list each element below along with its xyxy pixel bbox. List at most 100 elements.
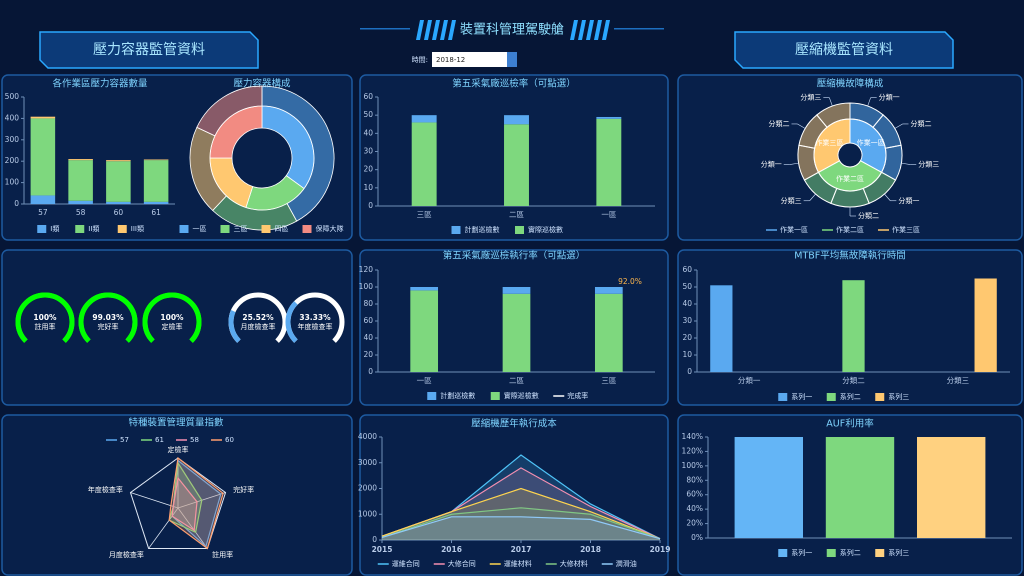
- gauge-label: 定檢率: [162, 322, 183, 331]
- y-tick-label: 0: [368, 367, 373, 376]
- calendar-button[interactable]: [507, 52, 517, 67]
- legend-swatch: [75, 225, 85, 233]
- x-tick-label: 2019: [650, 545, 671, 554]
- radar-axis: [177, 507, 208, 549]
- bar: [30, 116, 56, 119]
- x-tick-label: 61: [151, 208, 161, 217]
- y-tick-label: 500: [5, 92, 20, 101]
- legend-swatch: [220, 225, 230, 233]
- radar-area: [171, 476, 198, 532]
- x-tick-label: 二區: [509, 210, 524, 219]
- y-tick-label: 40: [682, 299, 692, 308]
- y-tick-label: 60: [363, 92, 373, 101]
- legend-label: 計劃巡檢數: [440, 391, 475, 400]
- bar: [596, 118, 622, 206]
- legend-label: 四區: [275, 225, 289, 233]
- chart-title: 第五采氣廠巡檢執行率（可點選）: [443, 250, 586, 262]
- legend-label: 系列二: [840, 548, 861, 557]
- bar: [410, 287, 439, 291]
- chart-title: AUF利用率: [826, 418, 874, 430]
- bar: [30, 195, 56, 204]
- page-title: 裝置科管理駕駛艙: [460, 23, 564, 38]
- outer-label: 分類三: [800, 93, 821, 102]
- line: [381, 516, 661, 540]
- legend-label: 61: [155, 436, 164, 444]
- y-tick-label: 50: [682, 282, 692, 291]
- bar: [842, 280, 865, 372]
- indicator-label: 定檢率: [168, 445, 189, 454]
- gauge-value-label: 100%: [160, 313, 184, 322]
- legend-swatch: [778, 549, 788, 557]
- outer-label: 分類一: [898, 196, 919, 205]
- bar: [594, 287, 623, 294]
- y-tick-label: 1000: [358, 509, 377, 518]
- x-tick-label: 三區: [417, 210, 432, 219]
- y-tick-label: 0: [687, 367, 692, 376]
- sunburst-outer: [830, 187, 870, 208]
- leader-line: [901, 162, 911, 165]
- date-input[interactable]: [432, 52, 507, 67]
- legend-label: 一區: [193, 225, 207, 233]
- bar: [710, 285, 733, 372]
- bar: [502, 293, 531, 372]
- chart-title: 壓縮機故障構成: [817, 78, 884, 90]
- right-title: 壓縮機監管資料: [795, 41, 893, 58]
- bar: [68, 200, 93, 204]
- outer-label: 分類二: [858, 211, 879, 220]
- right-title-box: [734, 31, 954, 69]
- x-tick-label: 60: [114, 208, 124, 217]
- bar: [917, 437, 986, 538]
- legend-swatch: [37, 225, 47, 233]
- left-title-box: [39, 31, 259, 69]
- legend-label: III類: [131, 224, 144, 233]
- x-tick-label: 一區: [417, 376, 432, 385]
- legend-label: 58: [190, 436, 199, 444]
- radar-axis: [130, 492, 179, 509]
- legend-label: 57: [120, 436, 129, 444]
- legend-label: 系列一: [791, 392, 812, 401]
- outer-label: 分類三: [781, 196, 802, 205]
- gauge-label: 註用率: [35, 322, 56, 331]
- x-tick-label: 2017: [511, 545, 532, 554]
- y-tick-label: 40%: [686, 504, 703, 513]
- y-tick-label: 0: [372, 535, 377, 544]
- y-tick-label: 20%: [686, 519, 703, 528]
- y-tick-label: 0: [14, 199, 19, 208]
- area-shade: [382, 516, 660, 540]
- x-tick-label: 分類三: [947, 375, 970, 385]
- legend-swatch: [875, 393, 885, 401]
- y-tick-label: 20: [363, 350, 373, 359]
- bar: [68, 160, 93, 201]
- line: [381, 487, 661, 540]
- y-tick-label: 300: [5, 135, 20, 144]
- y-tick-label: 100: [359, 282, 374, 291]
- outer-label: 分類一: [879, 93, 900, 102]
- legend-label: 潤滑油: [616, 559, 637, 568]
- bar: [143, 160, 169, 202]
- y-tick-label: 10: [682, 350, 692, 359]
- x-tick-label: 三區: [601, 376, 616, 385]
- indicator-label: 完好率: [233, 485, 254, 494]
- pie-slice: [196, 85, 263, 137]
- x-tick-label: 57: [38, 208, 48, 217]
- legend-swatch: [427, 392, 437, 400]
- indicator-label: 月度檢查率: [109, 550, 144, 559]
- y-tick-label: 30: [682, 316, 692, 325]
- legend-swatch: [490, 392, 500, 400]
- legend-swatch: [451, 226, 461, 234]
- gauge-label: 完好率: [98, 322, 119, 331]
- y-tick-label: 10: [363, 183, 373, 192]
- annotation: 92.0%: [618, 277, 642, 286]
- y-tick-label: 2000: [358, 484, 377, 493]
- y-tick-label: 50: [363, 110, 373, 119]
- chart-title: 壓縮機歷年執行成本: [471, 418, 557, 430]
- x-tick-label: 58: [76, 208, 86, 217]
- time-label: 時間:: [412, 56, 428, 64]
- bar: [411, 115, 437, 123]
- x-tick-label: 分類二: [842, 375, 865, 385]
- legend-swatch: [875, 549, 885, 557]
- bar: [143, 201, 169, 204]
- legend-label: 實際巡檢數: [504, 391, 539, 400]
- inner-label: 作業一區: [857, 138, 885, 147]
